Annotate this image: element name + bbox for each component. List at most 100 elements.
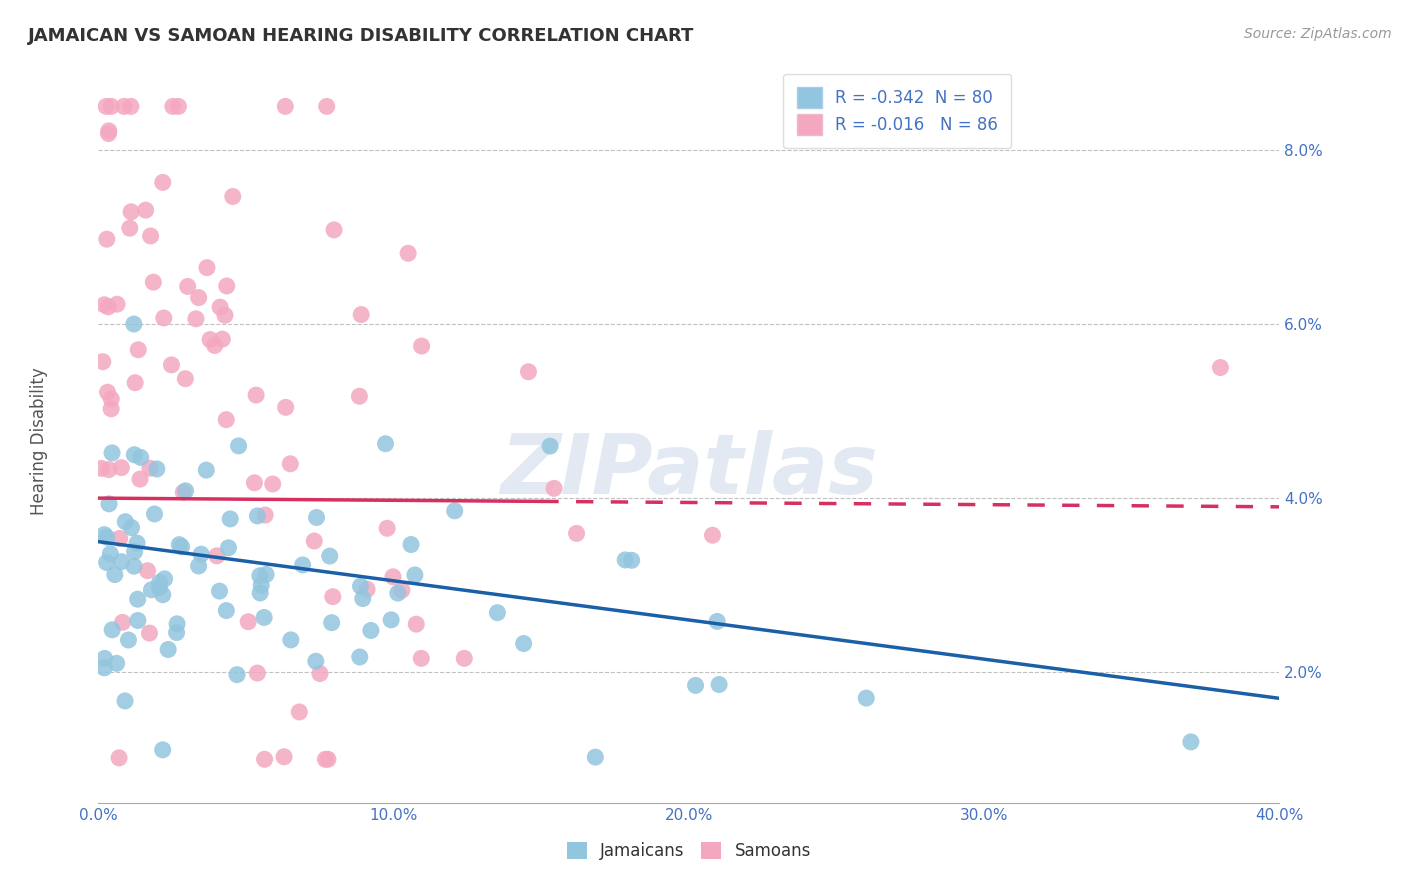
- Point: [274, 401, 297, 415]
- Point: [120, 99, 142, 113]
- Point: [321, 615, 343, 630]
- Point: [108, 532, 131, 546]
- Point: [380, 613, 402, 627]
- Point: [98, 547, 121, 561]
- Point: [387, 586, 409, 600]
- Point: [280, 632, 302, 647]
- Point: [125, 536, 148, 550]
- Point: [254, 567, 277, 582]
- Point: [114, 515, 136, 529]
- Point: [685, 678, 707, 692]
- Point: [278, 457, 301, 471]
- Point: [1180, 735, 1202, 749]
- Point: [249, 569, 271, 583]
- Point: [124, 448, 146, 462]
- Point: [322, 590, 344, 604]
- Point: [314, 752, 336, 766]
- Point: [254, 508, 277, 522]
- Point: [96, 556, 118, 570]
- Point: [118, 221, 141, 235]
- Point: [204, 338, 226, 352]
- Text: ZIPatlas: ZIPatlas: [501, 430, 877, 511]
- Point: [583, 750, 606, 764]
- Point: [93, 661, 115, 675]
- Point: [153, 572, 176, 586]
- Point: [170, 540, 193, 554]
- Point: [157, 642, 180, 657]
- Point: [93, 651, 115, 665]
- Point: [104, 567, 127, 582]
- Point: [129, 472, 152, 486]
- Point: [91, 355, 114, 369]
- Point: [166, 625, 188, 640]
- Point: [146, 462, 169, 476]
- Point: [702, 528, 724, 542]
- Point: [90, 461, 112, 475]
- Point: [215, 604, 238, 618]
- Point: [246, 666, 269, 681]
- Point: [111, 615, 134, 630]
- Point: [323, 223, 346, 237]
- Point: [127, 343, 149, 357]
- Point: [100, 392, 122, 406]
- Point: [319, 549, 342, 563]
- Point: [105, 657, 128, 671]
- Point: [167, 99, 190, 113]
- Point: [538, 439, 561, 453]
- Point: [349, 650, 371, 665]
- Point: [98, 497, 121, 511]
- Text: JAMAICAN VS SAMOAN HEARING DISABILITY CORRELATION CHART: JAMAICAN VS SAMOAN HEARING DISABILITY CO…: [28, 27, 695, 45]
- Point: [375, 521, 398, 535]
- Point: [228, 439, 250, 453]
- Point: [101, 623, 124, 637]
- Point: [855, 691, 877, 706]
- Point: [620, 553, 643, 567]
- Point: [208, 584, 231, 599]
- Point: [215, 279, 238, 293]
- Point: [162, 99, 184, 113]
- Point: [176, 279, 198, 293]
- Point: [352, 591, 374, 606]
- Point: [112, 99, 135, 113]
- Point: [243, 475, 266, 490]
- Point: [219, 512, 242, 526]
- Point: [245, 388, 267, 402]
- Point: [226, 667, 249, 681]
- Point: [120, 204, 142, 219]
- Point: [174, 483, 197, 498]
- Point: [262, 477, 284, 491]
- Point: [172, 485, 194, 500]
- Point: [141, 582, 163, 597]
- Point: [238, 615, 260, 629]
- Point: [291, 558, 314, 572]
- Point: [127, 592, 149, 607]
- Point: [543, 481, 565, 495]
- Point: [316, 752, 339, 766]
- Point: [305, 510, 328, 524]
- Point: [121, 520, 143, 534]
- Point: [222, 189, 245, 203]
- Point: [350, 308, 373, 322]
- Point: [153, 310, 176, 325]
- Point: [138, 626, 160, 640]
- Point: [249, 586, 271, 600]
- Point: [349, 389, 371, 403]
- Point: [127, 614, 149, 628]
- Point: [167, 538, 190, 552]
- Point: [139, 461, 162, 475]
- Point: [198, 333, 221, 347]
- Point: [288, 705, 311, 719]
- Point: [108, 751, 131, 765]
- Point: [382, 570, 405, 584]
- Point: [124, 376, 146, 390]
- Point: [187, 559, 209, 574]
- Point: [349, 579, 371, 593]
- Point: [97, 127, 120, 141]
- Point: [486, 606, 509, 620]
- Point: [453, 651, 475, 665]
- Point: [187, 291, 209, 305]
- Point: [309, 666, 332, 681]
- Legend: Jamaicans, Samoans: Jamaicans, Samoans: [560, 835, 818, 867]
- Point: [706, 615, 728, 629]
- Point: [143, 507, 166, 521]
